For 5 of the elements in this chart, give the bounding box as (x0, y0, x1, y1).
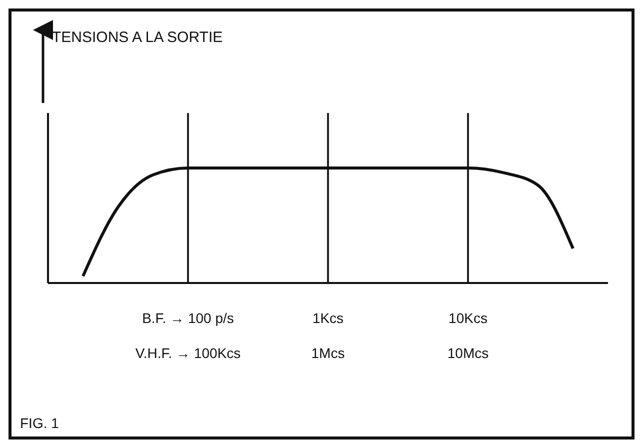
caption: FIG. 1 (20, 415, 60, 431)
chart-title: TENSIONS A LA SORTIE (52, 29, 223, 46)
category-label: 10Kcs 10Mcs (447, 310, 489, 361)
category-label: B.F. → 100 p/s V.H.F. → 100Kcs (135, 310, 241, 361)
category-label: 1Kcs 1Mcs (311, 310, 345, 361)
